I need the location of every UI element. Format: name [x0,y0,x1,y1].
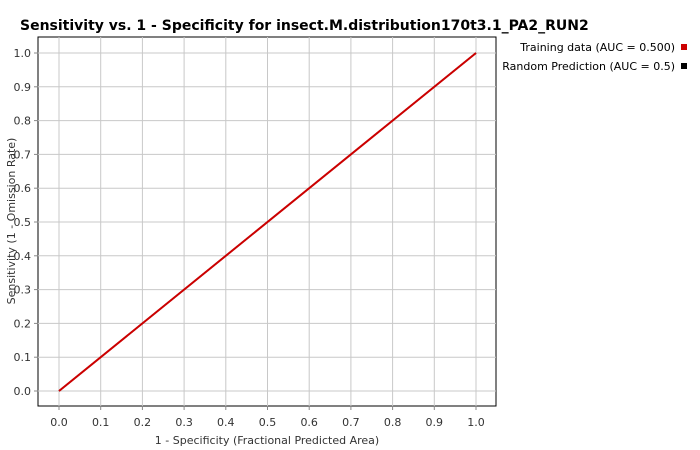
y-axis-ticks: 0.0 0.1 0.2 0.3 0.4 0.5 0.6 0.7 0.8 0.9 1.0 [14,47,38,398]
y-tick-label: 0.7 [14,148,32,161]
y-tick-label: 0.9 [14,81,32,94]
legend: Training data (AUC = 0.500) Random Predic… [502,41,687,73]
grid-lines [38,37,496,406]
x-axis-ticks: 0.0 0.1 0.2 0.3 0.4 0.5 0.6 0.7 0.8 0.9 1.0 [50,406,485,429]
x-tick-label: 0.1 [92,416,110,429]
y-tick-label: 0.3 [14,284,32,297]
y-tick-label: 0.5 [14,216,32,229]
y-tick-label: 0.2 [14,317,32,330]
x-tick-label: 1.0 [467,416,485,429]
x-tick-label: 0.5 [259,416,277,429]
x-axis-label: 1 - Specificity (Fractional Predicted Ar… [155,434,379,447]
x-tick-label: 0.9 [426,416,444,429]
x-tick-label: 0.6 [300,416,318,429]
x-tick-label: 0.7 [342,416,360,429]
series-line-0 [58,52,477,392]
x-tick-label: 0.0 [50,416,68,429]
y-axis-label: Sensitivity (1 - Omission Rate) [5,138,18,305]
y-tick-label: 0.6 [14,182,32,195]
y-tick-label: 0.4 [14,250,32,263]
chart-title: Sensitivity vs. 1 - Specificity for inse… [20,18,589,34]
legend-swatch [681,44,687,50]
y-tick-label: 0.1 [14,351,32,364]
y-tick-label: 0.8 [14,115,32,128]
y-tick-label: 1.0 [14,47,32,60]
legend-swatch [681,63,687,69]
x-tick-label: 0.4 [217,416,235,429]
series-lines [58,52,477,392]
legend-label: Training data (AUC = 0.500) [519,41,675,54]
x-tick-label: 0.2 [134,416,152,429]
y-tick-label: 0.0 [14,385,32,398]
x-tick-label: 0.8 [384,416,402,429]
x-tick-label: 0.3 [175,416,193,429]
legend-label: Random Prediction (AUC = 0.5) [502,60,675,73]
